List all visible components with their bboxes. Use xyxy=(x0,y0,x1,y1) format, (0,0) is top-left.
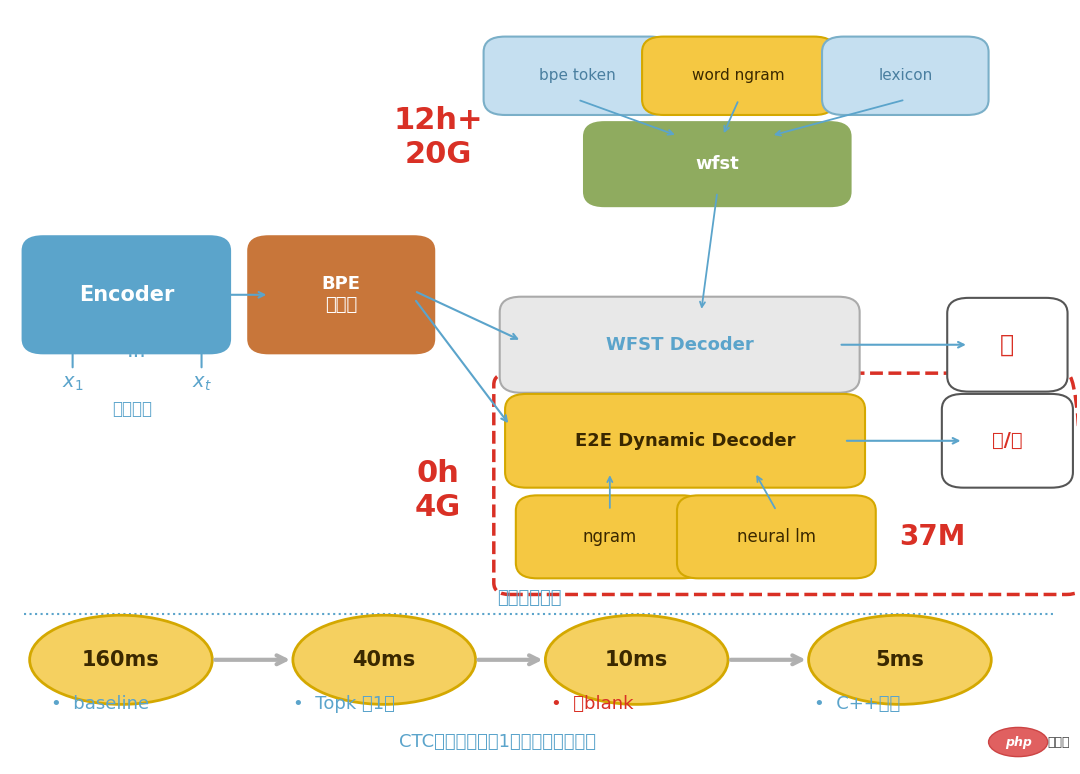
Text: •  Topk 衘1剪: • Topk 衘1剪 xyxy=(293,694,395,713)
Ellipse shape xyxy=(545,615,728,704)
Text: 40ms: 40ms xyxy=(352,650,416,670)
Text: E2E Dynamic Decoder: E2E Dynamic Decoder xyxy=(575,432,795,450)
Text: •  C++优化: • C++优化 xyxy=(814,694,901,713)
Text: 声学特征: 声学特征 xyxy=(111,399,151,417)
Text: ngram: ngram xyxy=(583,528,637,546)
Text: ...: ... xyxy=(127,341,147,361)
Ellipse shape xyxy=(809,615,991,704)
FancyBboxPatch shape xyxy=(500,296,860,392)
FancyBboxPatch shape xyxy=(22,235,231,354)
Text: 10ms: 10ms xyxy=(605,650,669,670)
Text: BPE
字模型: BPE 字模型 xyxy=(322,276,361,314)
FancyBboxPatch shape xyxy=(677,495,876,578)
Text: php: php xyxy=(1004,735,1031,748)
Text: 中文网: 中文网 xyxy=(1048,735,1069,748)
Text: neural lm: neural lm xyxy=(737,528,815,546)
FancyBboxPatch shape xyxy=(247,235,435,354)
Text: word ngram: word ngram xyxy=(692,68,785,84)
FancyBboxPatch shape xyxy=(516,495,704,578)
FancyBboxPatch shape xyxy=(484,36,672,115)
FancyBboxPatch shape xyxy=(942,394,1072,488)
Ellipse shape xyxy=(293,615,475,704)
Text: CTC字同步解码（1秒音频解码时间）: CTC字同步解码（1秒音频解码时间） xyxy=(399,733,595,751)
Ellipse shape xyxy=(988,728,1048,757)
FancyBboxPatch shape xyxy=(583,121,852,207)
FancyBboxPatch shape xyxy=(643,36,836,115)
Text: 160ms: 160ms xyxy=(82,650,160,670)
FancyBboxPatch shape xyxy=(947,298,1067,392)
Ellipse shape xyxy=(29,615,213,704)
Text: lexicon: lexicon xyxy=(878,68,932,84)
FancyBboxPatch shape xyxy=(505,394,865,488)
Text: $x_1$: $x_1$ xyxy=(62,374,83,392)
Text: •  baseline: • baseline xyxy=(51,694,149,713)
Text: WFST Decoder: WFST Decoder xyxy=(606,336,754,354)
Text: wfst: wfst xyxy=(696,155,739,173)
Text: 12h+
20G: 12h+ 20G xyxy=(393,106,483,169)
FancyBboxPatch shape xyxy=(822,36,988,115)
Text: 37M: 37M xyxy=(899,523,966,551)
Text: bpe token: bpe token xyxy=(539,68,616,84)
Text: 字/词: 字/词 xyxy=(993,431,1023,450)
Text: 0h
4G: 0h 4G xyxy=(415,460,461,522)
Text: •  跳blank: • 跳blank xyxy=(551,694,633,713)
Text: $x_t$: $x_t$ xyxy=(191,374,212,392)
Text: 两种解码框架: 两种解码框架 xyxy=(497,589,562,608)
Text: 5ms: 5ms xyxy=(876,650,924,670)
Text: Encoder: Encoder xyxy=(79,285,174,305)
Text: 词: 词 xyxy=(1000,333,1014,357)
